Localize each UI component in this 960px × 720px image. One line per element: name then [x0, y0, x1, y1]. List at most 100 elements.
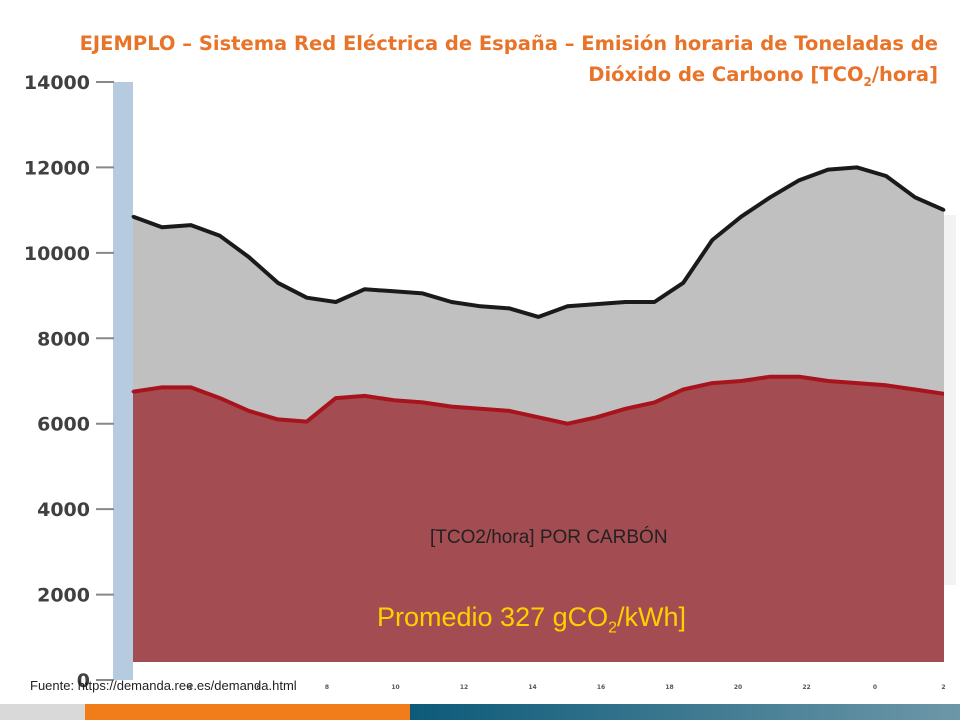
coal-point [247, 409, 251, 413]
y-tick-label: 0 [77, 670, 90, 692]
coal-point [884, 383, 888, 387]
coal-point [508, 409, 511, 413]
total-point [913, 195, 917, 199]
coal-point [710, 381, 714, 385]
x-tick-label: 8 [325, 684, 329, 691]
coal-point [218, 396, 222, 400]
total-point [363, 287, 367, 291]
coal-point [479, 407, 482, 411]
total-point [623, 300, 627, 304]
coal-point [276, 418, 280, 421]
average-label-subscript: 2 [608, 619, 618, 637]
x-tick-label: 22 [802, 684, 810, 691]
coal-point [334, 396, 338, 400]
coal-point [189, 386, 193, 389]
coal-series-label: [TCO2/hora] POR CARBÓN [430, 527, 668, 548]
total-point [652, 300, 656, 304]
total-point [797, 178, 801, 182]
coal-point [797, 375, 801, 379]
coal-point [595, 415, 598, 419]
total-point [479, 304, 482, 308]
coal-point [566, 422, 569, 426]
y-axis-band [113, 82, 133, 680]
total-point [768, 195, 772, 199]
x-tick-label: 12 [460, 684, 468, 691]
y-axis-ticks: 0 2000 4000 6000 8000 10000 12000 14000 [24, 72, 114, 692]
coal-point [537, 415, 540, 419]
total-point [826, 168, 830, 171]
coal-point [652, 400, 656, 404]
x-tick-label: 20 [734, 684, 742, 691]
x-tick-label: 2 [941, 684, 945, 691]
total-point [334, 300, 338, 304]
total-point [305, 296, 309, 300]
total-point [942, 208, 946, 212]
total-point [131, 215, 135, 218]
footer-bar-blue [410, 704, 960, 720]
total-point [595, 302, 598, 306]
total-point [855, 166, 859, 169]
coal-point [131, 390, 135, 394]
coal-point [739, 379, 743, 383]
coal-point [450, 405, 454, 409]
total-point [566, 304, 569, 308]
total-point [450, 300, 454, 304]
y-tick-label: 8000 [37, 328, 90, 350]
total-point [884, 174, 888, 178]
chart-title-line-2: Dióxido de Carbono [TCO2/hora] [58, 59, 938, 98]
chart-series [131, 165, 946, 662]
title-line-2-text: Dióxido de Carbono [TCO [588, 63, 864, 86]
total-point [189, 223, 193, 227]
x-tick-label: 16 [597, 684, 605, 691]
y-tick-label: 12000 [24, 157, 90, 179]
axis-band-rect [113, 82, 133, 680]
total-point [508, 306, 511, 310]
coal-emissions-area [133, 376, 944, 662]
total-point [160, 225, 164, 229]
title-line-2-end: /hora] [871, 63, 938, 86]
x-tick-label: 0 [873, 684, 877, 691]
y-tick-label: 4000 [37, 499, 90, 521]
y-tick-label: 14000 [24, 72, 90, 94]
footer-bar-orange [85, 704, 410, 720]
x-axis-ticks: 4 6 8 10 12 14 16 18 20 22 0 2 [188, 684, 946, 691]
right-side-strip [944, 215, 956, 585]
total-point [739, 215, 743, 218]
x-tick-label: 10 [391, 684, 399, 691]
footer-bar-gray [0, 704, 85, 720]
x-tick-label: 4 [188, 684, 192, 691]
total-point [392, 289, 396, 293]
average-label-text: Promedio 327 gCO [377, 602, 609, 632]
coal-point [855, 381, 859, 385]
coal-point [913, 388, 917, 391]
x-tick-label: 14 [528, 684, 536, 691]
coal-point [421, 400, 425, 404]
chart-title-line-1: EJEMPLO – Sistema Red Eléctrica de Españ… [79, 32, 938, 55]
x-tick-label: 6 [256, 684, 260, 691]
average-label-unit: /kWh] [617, 602, 687, 632]
x-tick-label: 18 [665, 684, 673, 691]
total-point [247, 255, 251, 259]
coal-point [826, 379, 830, 383]
coal-point [623, 407, 627, 411]
total-point [421, 292, 425, 295]
total-point [276, 281, 280, 285]
chart-title: EJEMPLO – Sistema Red Eléctrica de Españ… [58, 28, 938, 98]
average-label: Promedio 327 gCO2/kWh] [377, 602, 686, 637]
coal-point [681, 388, 685, 391]
y-tick-label: 6000 [37, 414, 90, 436]
source-caption: Fuente: https://demanda.ree.es/demanda.h… [30, 678, 297, 693]
total-point [218, 234, 222, 238]
right-strip-rect [944, 215, 956, 585]
total-point [710, 238, 714, 242]
y-tick-label: 2000 [37, 585, 90, 607]
y-tick-label: 10000 [24, 243, 90, 265]
coal-point [363, 394, 367, 398]
coal-point [392, 398, 396, 402]
total-point [681, 281, 685, 285]
coal-point [305, 420, 309, 423]
coal-point [160, 386, 164, 389]
title-subscript: 2 [863, 74, 872, 89]
coal-point [768, 375, 772, 379]
